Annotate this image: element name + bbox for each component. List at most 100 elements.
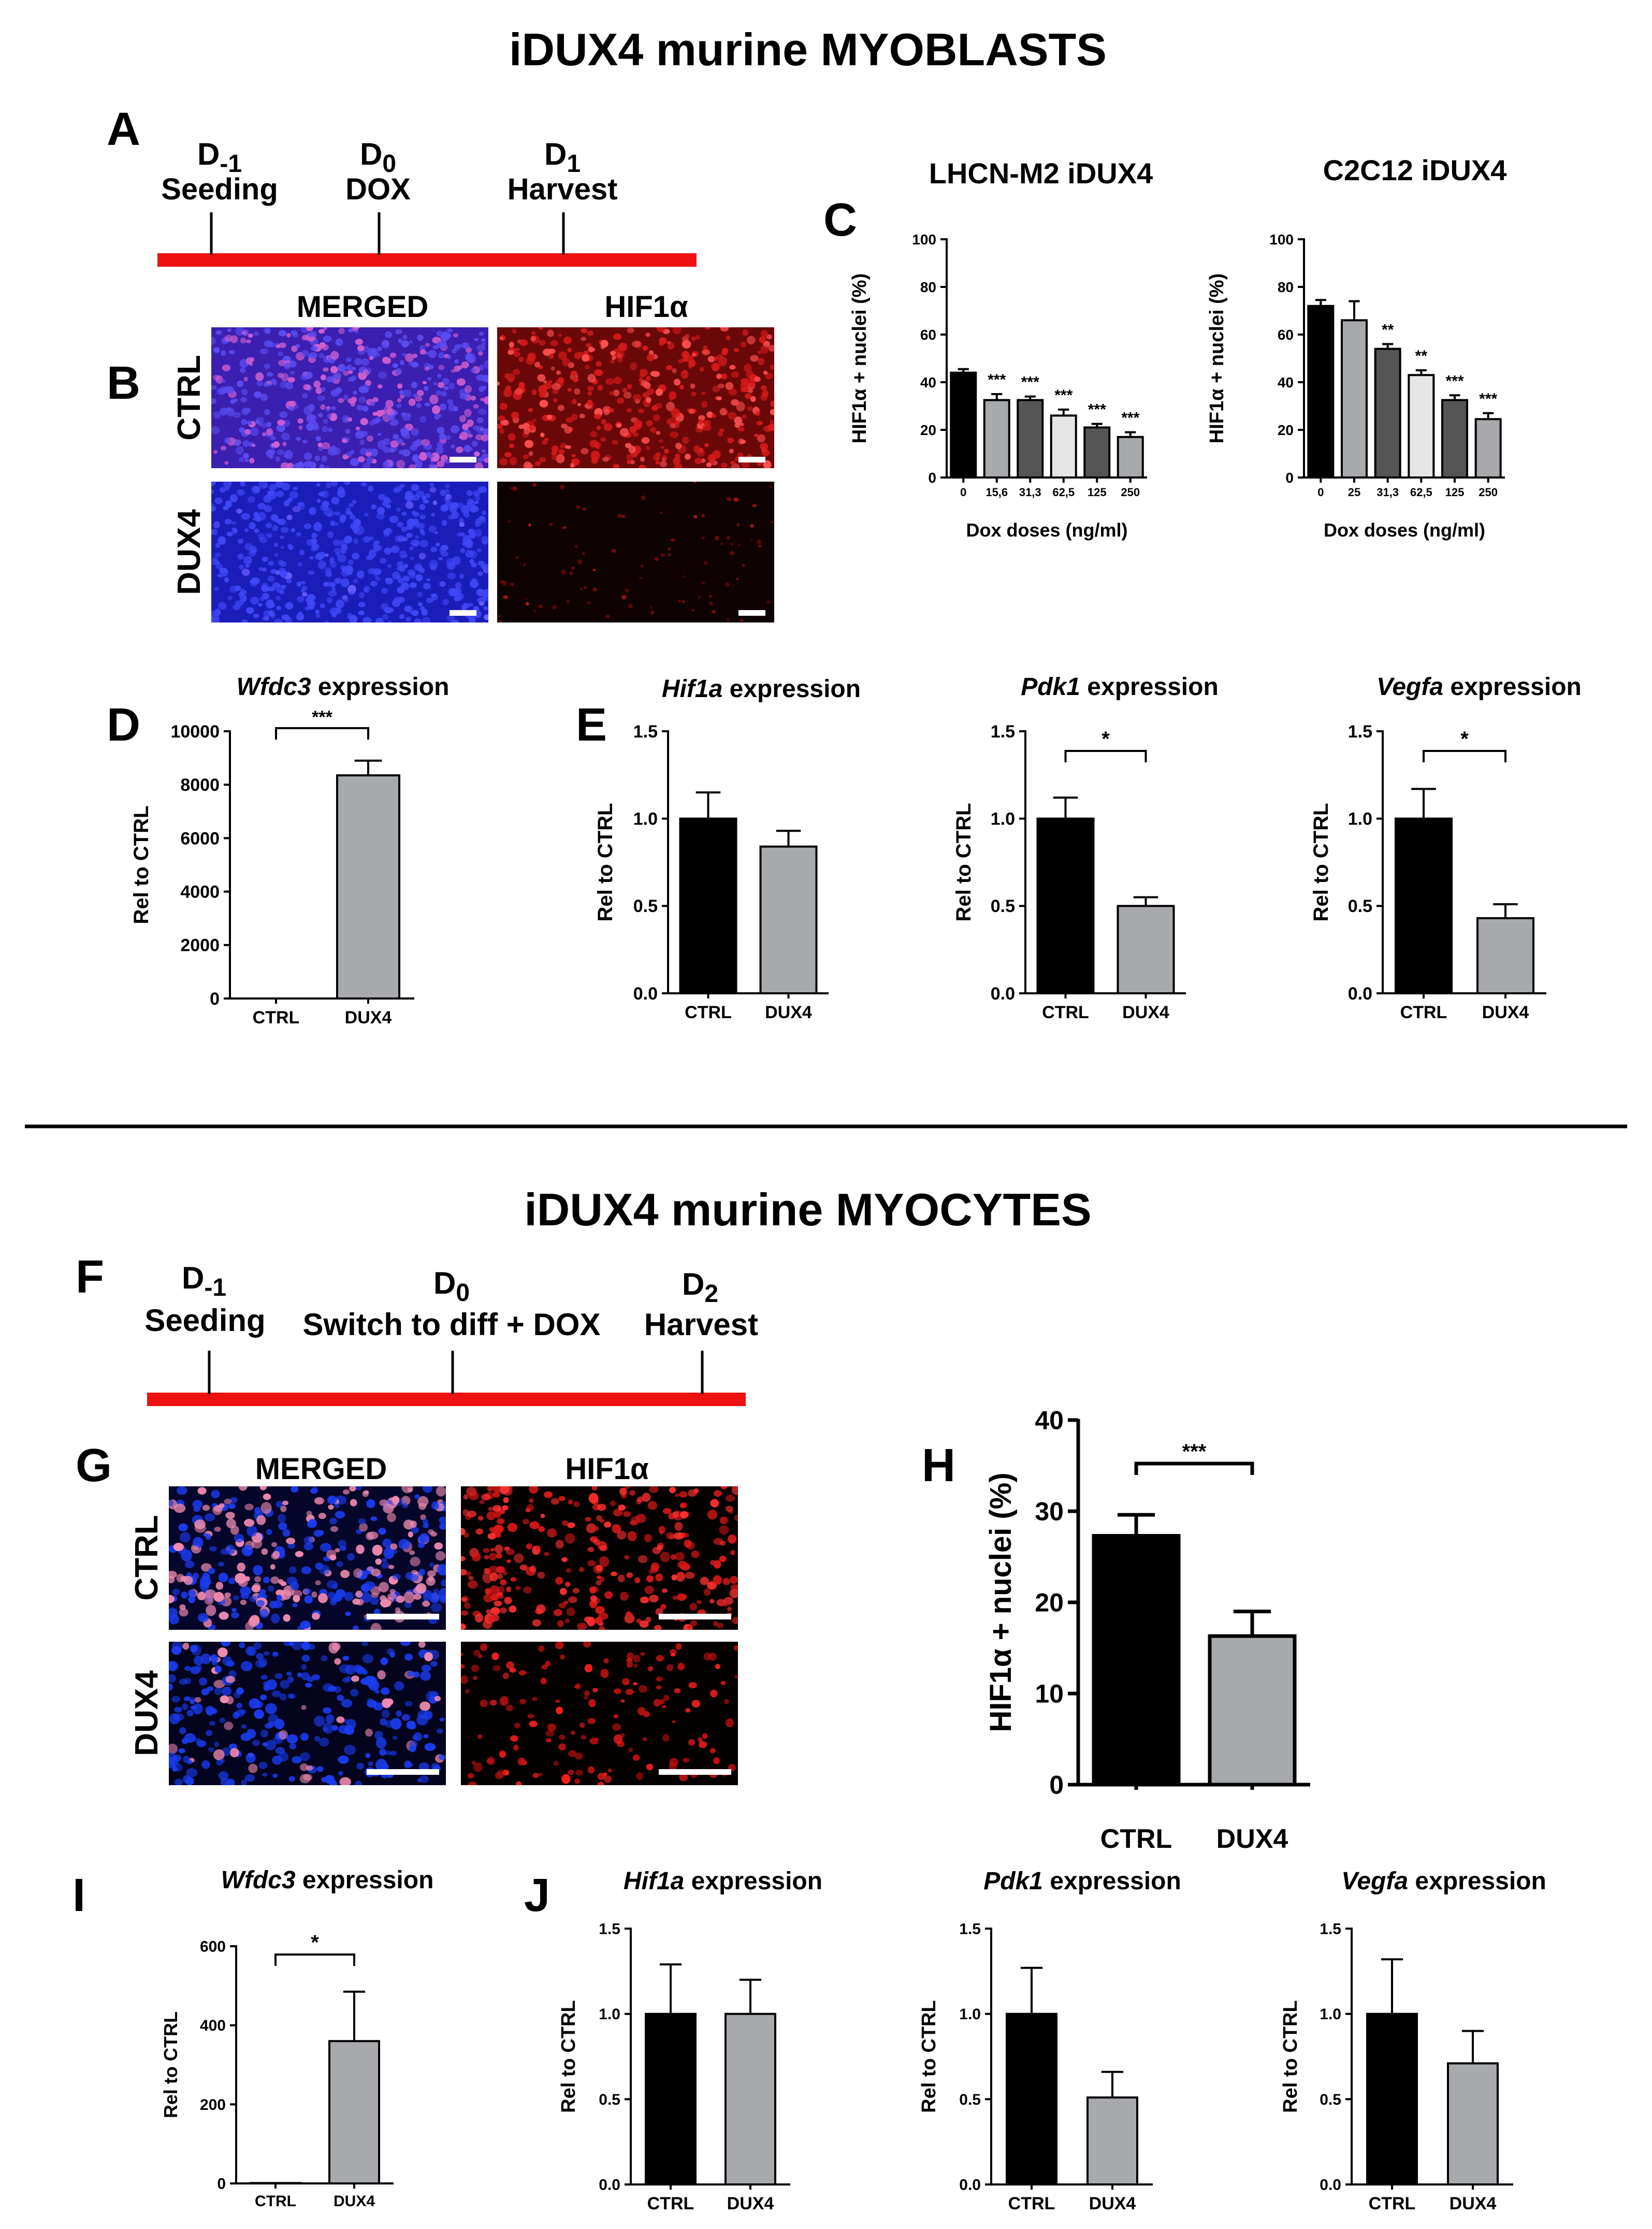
cell-nucleus [254, 486, 260, 492]
cell-nucleus [389, 352, 397, 358]
row-label-ctrl: CTRL [129, 1515, 165, 1600]
cell-nucleus [488, 1507, 494, 1511]
cell-nucleus [414, 1494, 420, 1499]
cell-nucleus [561, 569, 567, 575]
cell-nucleus [422, 617, 431, 623]
cell-nucleus [593, 414, 602, 419]
cell-nucleus [214, 1665, 222, 1673]
cell-nucleus [518, 356, 524, 363]
cell-nucleus [670, 1649, 677, 1655]
y-tick-label: 2000 [180, 936, 220, 956]
cell-nucleus [375, 1737, 387, 1749]
cell-nucleus [658, 439, 663, 443]
cell-nucleus [415, 396, 423, 402]
scale-bar [738, 457, 765, 462]
cell-nucleus [549, 523, 553, 526]
cell-nucleus [410, 1741, 418, 1748]
significance-marker: *** [1479, 390, 1497, 408]
cell-nucleus [382, 1763, 389, 1770]
cell-nucleus [491, 1652, 499, 1660]
cell-nucleus [272, 582, 280, 588]
cell-nucleus [480, 1699, 488, 1707]
cell-nucleus [713, 1575, 722, 1585]
cell-nucleus [364, 1675, 376, 1686]
cell-nucleus [444, 458, 451, 464]
cell-nucleus [220, 408, 227, 416]
cell-nucleus [298, 425, 303, 430]
cell-nucleus [691, 609, 695, 612]
cell-nucleus [265, 523, 272, 529]
significance-bracket [1134, 1461, 1254, 1475]
cell-nucleus [411, 1526, 419, 1533]
micrograph-dux4-hif1a [497, 482, 774, 623]
cell-nucleus [394, 1681, 404, 1691]
cell-nucleus [278, 1752, 289, 1762]
cell-nucleus [655, 460, 660, 465]
cell-nucleus [582, 552, 585, 555]
cell-nucleus [291, 1486, 299, 1493]
cell-nucleus [729, 551, 734, 556]
cell-nucleus [736, 577, 739, 580]
cell-nucleus [515, 556, 519, 559]
scale-bar [367, 1614, 439, 1619]
cell-nucleus [528, 523, 531, 527]
category-label: DUX4 [334, 2193, 375, 2210]
cell-nucleus [356, 1544, 365, 1554]
cell-nucleus [325, 571, 332, 577]
cell-nucleus [645, 445, 650, 450]
y-tick-label: 1.0 [599, 2006, 620, 2023]
cell-nucleus [691, 336, 696, 341]
cell-nucleus [750, 524, 754, 528]
cell-nucleus [288, 400, 297, 407]
cell-nucleus [368, 568, 376, 575]
cell-nucleus [562, 358, 570, 367]
cell-nucleus [571, 414, 578, 421]
cell-nucleus [443, 386, 449, 390]
cell-nucleus [459, 393, 468, 399]
cell-nucleus [674, 379, 681, 386]
cell-nucleus [489, 1572, 498, 1582]
cell-nucleus [357, 345, 365, 352]
cell-nucleus [418, 553, 426, 560]
cell-nucleus [623, 392, 632, 399]
cell-nucleus [567, 1522, 575, 1528]
panel-letter-I: I [73, 1870, 85, 1921]
cell-nucleus [674, 464, 683, 468]
cell-nucleus [461, 1528, 466, 1536]
cell-nucleus [683, 1758, 690, 1763]
cell-nucleus [470, 505, 477, 513]
cell-nucleus [430, 546, 437, 553]
cell-nucleus [720, 462, 728, 468]
cell-nucleus [662, 1508, 672, 1514]
cell-nucleus [306, 1511, 312, 1516]
cell-nucleus [264, 409, 270, 415]
cell-nucleus [556, 454, 565, 464]
cell-nucleus [638, 409, 644, 413]
y-tick-label: 60 [1278, 327, 1294, 343]
y-axis-label: Rel to CTRL [130, 806, 153, 924]
cell-nucleus [695, 335, 700, 340]
category-label: 62,5 [1052, 486, 1075, 499]
cell-nucleus [459, 415, 466, 423]
cell-nucleus [264, 586, 270, 592]
cell-nucleus [273, 542, 278, 547]
cell-nucleus [719, 1556, 727, 1562]
cell-nucleus [419, 1775, 429, 1783]
row-label-dux4: DUX4 [171, 509, 207, 595]
cell-nucleus [720, 1681, 726, 1686]
cell-nucleus [406, 605, 413, 612]
cell-nucleus [570, 1730, 575, 1735]
cell-nucleus [314, 455, 321, 461]
cell-nucleus [688, 409, 695, 414]
cell-nucleus [514, 388, 523, 395]
cell-nucleus [289, 491, 298, 499]
cell-nucleus [604, 1522, 612, 1528]
cell-nucleus [258, 567, 264, 571]
y-tick-label: 100 [912, 231, 936, 248]
cell-nucleus [704, 443, 709, 447]
y-tick-label: 1.0 [1320, 2006, 1341, 2023]
cell-nucleus [506, 1661, 515, 1669]
cell-nucleus [441, 391, 447, 397]
